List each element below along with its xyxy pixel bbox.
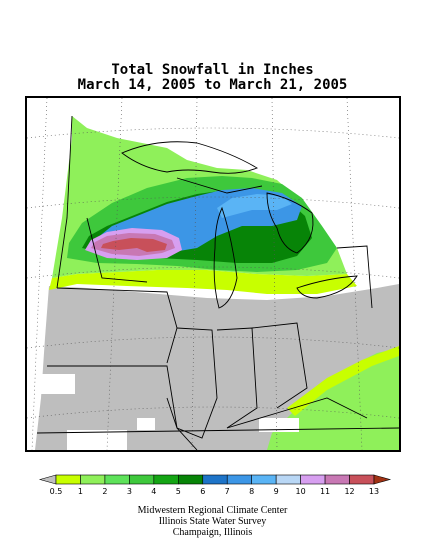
legend-tick-label: 5	[176, 487, 181, 496]
lake-effect-snow-area	[217, 194, 292, 218]
legend-tick-labels: 0.5 1 2 3 4 5 6 7 8 9 10 11 12 13	[50, 487, 379, 496]
legend-tick-label: 1	[78, 487, 83, 496]
map-borders	[36, 115, 399, 450]
southeast-trace-area	[287, 346, 399, 416]
northern-trace-band	[49, 270, 357, 294]
legend-swatch	[104, 474, 130, 485]
legend-over-arrow	[373, 474, 392, 485]
legend-swatch	[178, 474, 204, 485]
legend-tick-label: 4	[151, 487, 156, 496]
southeast-snow-area	[267, 348, 399, 450]
state-border	[216, 327, 258, 429]
state-border	[47, 365, 198, 450]
legend-swatch	[153, 474, 179, 485]
zero-snow-patch	[35, 374, 75, 394]
legend-swatch	[129, 474, 155, 485]
color-scale-legend: 0.5 1 2 3 4 5 6 7 8 9 10 11 12 13	[38, 474, 392, 496]
legend-tick-label: 11	[320, 487, 330, 496]
legend-tick-label: 8	[249, 487, 254, 496]
legend-swatch	[324, 474, 350, 485]
legend-tick-label: 9	[274, 487, 279, 496]
state-border	[176, 177, 263, 194]
snowfall-map-canvas	[27, 98, 399, 450]
legend-swatch	[349, 474, 375, 485]
credit-location: Champaign, Illinois	[172, 527, 253, 538]
legend-swatch	[202, 474, 228, 485]
zero-snow-patch	[67, 430, 127, 450]
legend-under-arrow	[38, 474, 57, 485]
legend-tick-label: 13	[369, 487, 379, 496]
legend-tick-label: 2	[102, 487, 107, 496]
snowfall-map	[25, 96, 401, 452]
credit-agency: Illinois State Water Survey	[158, 516, 267, 527]
legend-swatch	[80, 474, 106, 485]
lake-michigan-outline	[213, 206, 238, 309]
map-title: Total Snowfall in Inches	[111, 62, 314, 78]
lake-superior-outline	[121, 141, 259, 174]
legend-tick-label: 6	[200, 487, 205, 496]
zero-snow-patch	[137, 418, 155, 430]
state-border	[336, 245, 373, 309]
state-border	[226, 397, 368, 429]
legend-tick-label: 12	[344, 487, 354, 496]
legend-tick-label: 3	[127, 487, 132, 496]
zero-snow-patch	[259, 418, 299, 432]
state-border	[86, 217, 148, 283]
legend-color-bar	[38, 474, 392, 485]
legend-swatch	[226, 474, 252, 485]
legend-tick-label: 0.5	[50, 487, 63, 496]
legend-swatch	[300, 474, 326, 485]
legend-tick-label: 10	[296, 487, 306, 496]
lake-huron-outline	[266, 192, 314, 254]
legend-swatch	[275, 474, 301, 485]
state-border	[36, 427, 399, 434]
lake-erie-outline	[296, 275, 358, 299]
map-graticule	[27, 98, 399, 450]
state-border	[166, 327, 218, 439]
map-date-range: March 14, 2005 to March 21, 2005	[77, 77, 348, 93]
legend-swatch	[251, 474, 277, 485]
snow-maximum-core	[101, 238, 167, 252]
credit-organization: Midwestern Regional Climate Center	[137, 505, 288, 516]
legend-tick-label: 7	[225, 487, 230, 496]
state-border	[251, 322, 308, 409]
state-border	[56, 287, 178, 364]
state-border	[56, 115, 73, 289]
legend-swatch	[55, 474, 81, 485]
